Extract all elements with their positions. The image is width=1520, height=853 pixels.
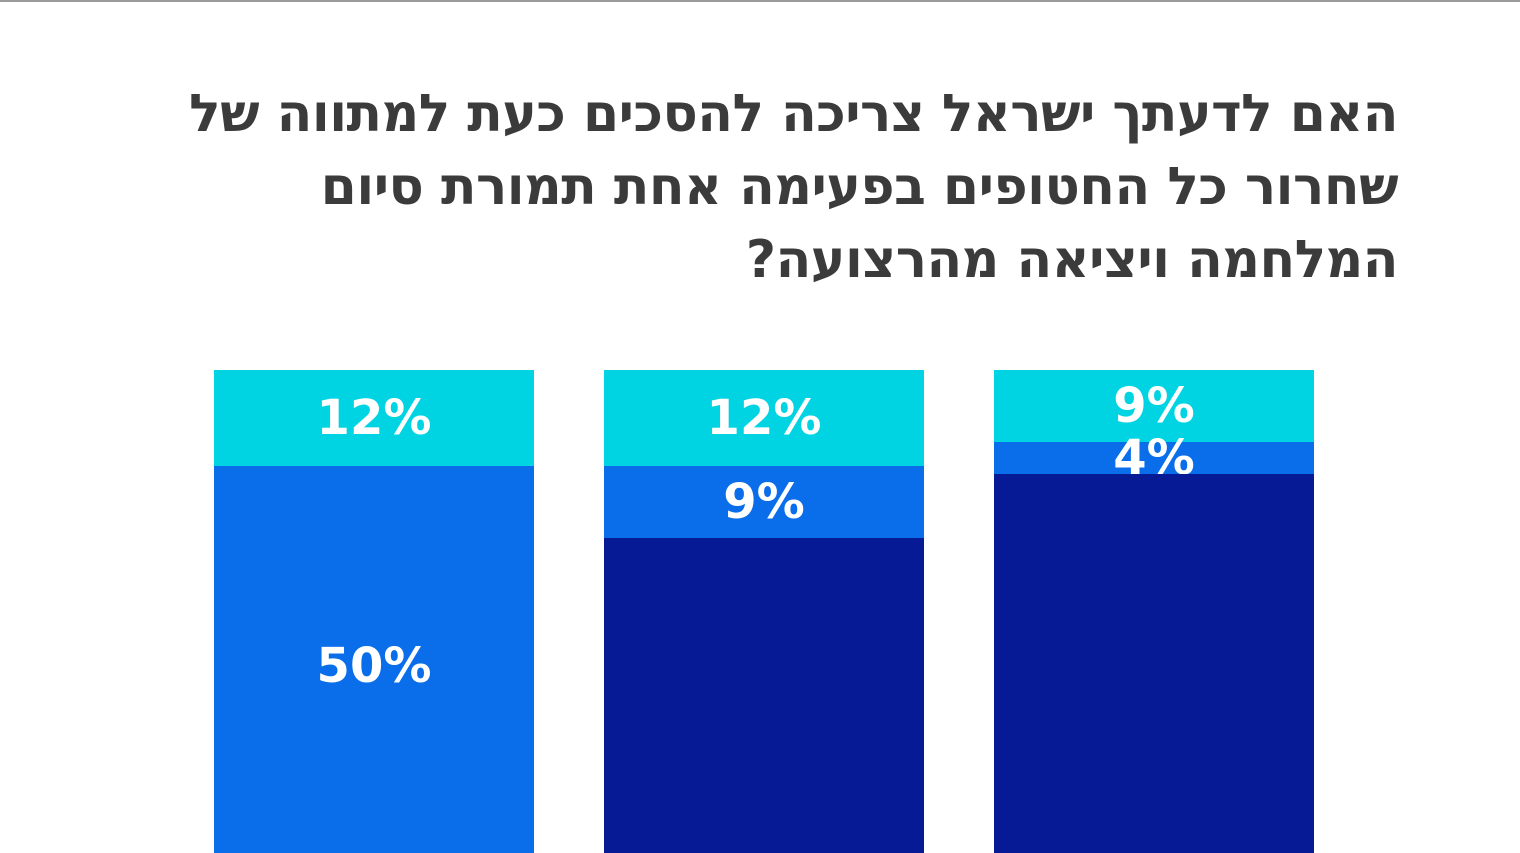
- bar-2-segment-2-label: 9%: [723, 474, 805, 530]
- bar-3-segment-1-label: 9%: [1113, 378, 1195, 434]
- bar-2-segment-1-label: 12%: [707, 390, 822, 446]
- bar-3-segment-3: [994, 474, 1314, 853]
- bar-2-segment-1: [604, 370, 924, 467]
- bar-3-segment-1: [994, 370, 1314, 443]
- bar-2-segment-3: [604, 538, 924, 853]
- bar-1-segment-1-label: 12%: [317, 390, 432, 446]
- bar-1-segment-2-label: 50%: [317, 638, 432, 694]
- top-divider: [0, 0, 1520, 2]
- bar-2-segment-2: [604, 466, 924, 539]
- bar-1-segment-1: [214, 370, 534, 467]
- bar-1-segment-2: [214, 466, 534, 853]
- chart-title: האם לדעתך ישראל צריכה להסכים כעת למתווה …: [189, 84, 1398, 290]
- bar-3-segment-2: [994, 442, 1314, 475]
